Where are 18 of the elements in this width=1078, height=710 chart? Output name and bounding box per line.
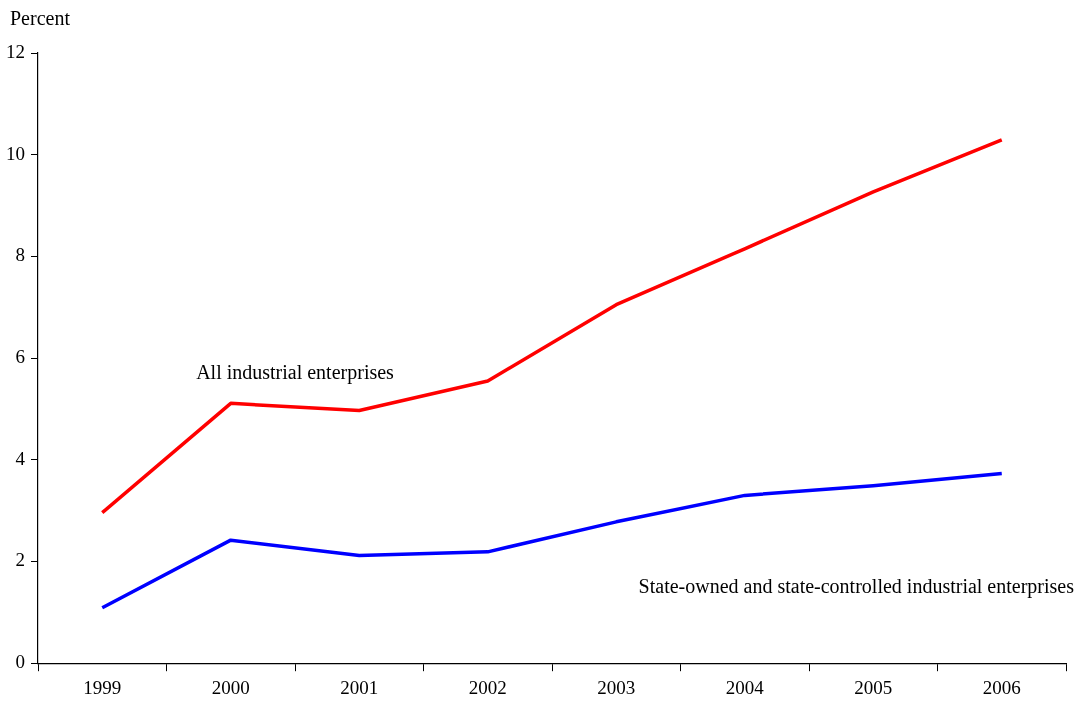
y-tick-label: 12 bbox=[6, 40, 25, 62]
y-tick-label: 4 bbox=[15, 447, 26, 469]
y-tick-label: 6 bbox=[15, 346, 25, 368]
x-tick-label: 2006 bbox=[982, 676, 1021, 698]
y-tick-label: 0 bbox=[15, 651, 25, 673]
y-tick-label: 10 bbox=[6, 142, 25, 164]
text: State-owned and state-controlled industrial enterprises bbox=[638, 574, 1075, 598]
x-tick-label: 2000 bbox=[211, 676, 250, 698]
series-label: All industrial enterprises bbox=[196, 360, 395, 384]
x-tick-label: 1999 bbox=[83, 676, 122, 698]
x-tick-label: 2001 bbox=[340, 676, 379, 698]
x-tick-label: 2002 bbox=[468, 676, 507, 698]
y-tick-label: 2 bbox=[15, 549, 25, 571]
y-axis-title: Percent bbox=[10, 7, 71, 30]
x-tick-label: 2004 bbox=[725, 676, 765, 698]
x-tick-label: 2003 bbox=[597, 676, 636, 698]
x-tick-label: 2005 bbox=[854, 676, 893, 698]
y-tick-label: 8 bbox=[15, 244, 25, 266]
